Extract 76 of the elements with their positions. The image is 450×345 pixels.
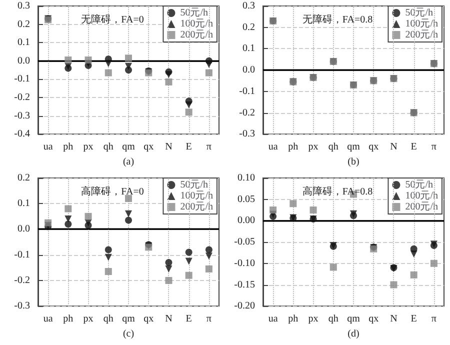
x-axis-title: (a) — [122, 156, 134, 168]
y-tick-label: 0.0 — [18, 55, 30, 66]
x-tick-label: ua — [268, 142, 278, 153]
y-tick-label: 0.2 — [18, 172, 30, 184]
y-tick-label: -0.3 — [14, 110, 30, 122]
y-tick-label: -0.3 — [239, 128, 255, 140]
y-tick-label: 0.2 — [242, 22, 255, 33]
y-tick-label: 0.1 — [18, 198, 30, 210]
text: 高障碍，FA=0 — [81, 186, 144, 198]
x-tick-label: px — [308, 314, 318, 325]
y-tick-label: -0.2 — [239, 107, 255, 118]
y-tick-label: 0.2 — [18, 18, 30, 30]
y-tick-label: -0.20 — [234, 300, 255, 312]
x-tick-label: ph — [288, 142, 298, 153]
x-tick-label: qx — [368, 142, 379, 153]
y-tick-label: -0.2 — [14, 92, 30, 103]
y-tick-label: 0.1 — [18, 37, 30, 48]
x-tick-label: π — [431, 314, 436, 325]
x-tick-label: qh — [328, 142, 338, 153]
x-axis-title: (d) — [348, 328, 360, 340]
x-tick-label: E — [186, 142, 192, 153]
y-tick-label: -0.2 — [14, 274, 30, 286]
y-tick-label: -0.4 — [14, 128, 30, 140]
x-tick-label: qx — [144, 314, 154, 325]
x-tick-label: qm — [347, 314, 360, 325]
x-tick-label: qm — [122, 314, 136, 325]
x-tick-label: ph — [63, 314, 74, 325]
y-tick-label: 0.10 — [238, 172, 255, 184]
x-tick-label: ua — [268, 314, 278, 325]
x-tick-label: ua — [43, 314, 54, 325]
text: 无障碍，FA=0.8 — [302, 14, 373, 26]
x-tick-label: qx — [144, 142, 154, 153]
y-tick-label: -0.05 — [234, 236, 255, 248]
y-tick-label: 0.00 — [238, 215, 255, 226]
x-tick-label: N — [165, 314, 172, 325]
x-tick-label: px — [83, 142, 94, 153]
y-tick-label: -0.1 — [14, 249, 30, 260]
x-tick-label: N — [390, 314, 398, 325]
y-tick-label: 0.3 — [242, 0, 255, 12]
x-tick-label: π — [206, 314, 212, 325]
x-tick-label: E — [410, 314, 417, 325]
x-axis-title: (b) — [348, 156, 360, 168]
x-tick-label: px — [83, 314, 94, 325]
y-tick-label: 0.0 — [242, 64, 255, 76]
x-tick-label: qx — [368, 314, 379, 325]
x-tick-label: qm — [122, 142, 136, 153]
x-tick-label: ua — [43, 142, 54, 153]
x-tick-label: ph — [63, 142, 74, 153]
y-tick-label: 0.1 — [242, 43, 255, 54]
y-tick-label: 0.0 — [18, 224, 30, 235]
x-tick-label: π — [431, 142, 436, 153]
x-axis-title: (c) — [122, 328, 134, 340]
x-tick-label: E — [186, 314, 192, 325]
y-tick-label: 0.3 — [18, 0, 30, 12]
x-tick-label: E — [410, 142, 417, 153]
y-tick-label: -0.1 — [239, 86, 255, 97]
text: 无障碍，FA=0 — [81, 14, 144, 26]
x-tick-label: qm — [347, 142, 360, 153]
y-tick-label: -0.3 — [14, 300, 30, 312]
y-tick-label: 0.05 — [238, 194, 255, 205]
x-tick-label: ph — [288, 314, 298, 325]
y-tick-label: -0.15 — [234, 279, 255, 290]
x-tick-label: N — [390, 142, 398, 153]
x-tick-label: N — [165, 142, 172, 153]
x-tick-label: qh — [103, 142, 114, 153]
x-tick-label: π — [206, 142, 212, 153]
legend-label: 50元/h — [180, 8, 208, 18]
text: 高障碍，FA=0.8 — [302, 186, 373, 198]
x-tick-label: qh — [103, 314, 114, 325]
y-tick-label: -0.1 — [14, 74, 30, 85]
x-tick-label: qh — [328, 314, 338, 325]
x-tick-label: px — [308, 142, 318, 153]
legend-label: 50元/h — [405, 180, 434, 190]
y-tick-label: -0.10 — [234, 258, 255, 269]
legend-label: 50元/h — [180, 180, 208, 190]
legend-label: 50元/h — [405, 8, 434, 18]
